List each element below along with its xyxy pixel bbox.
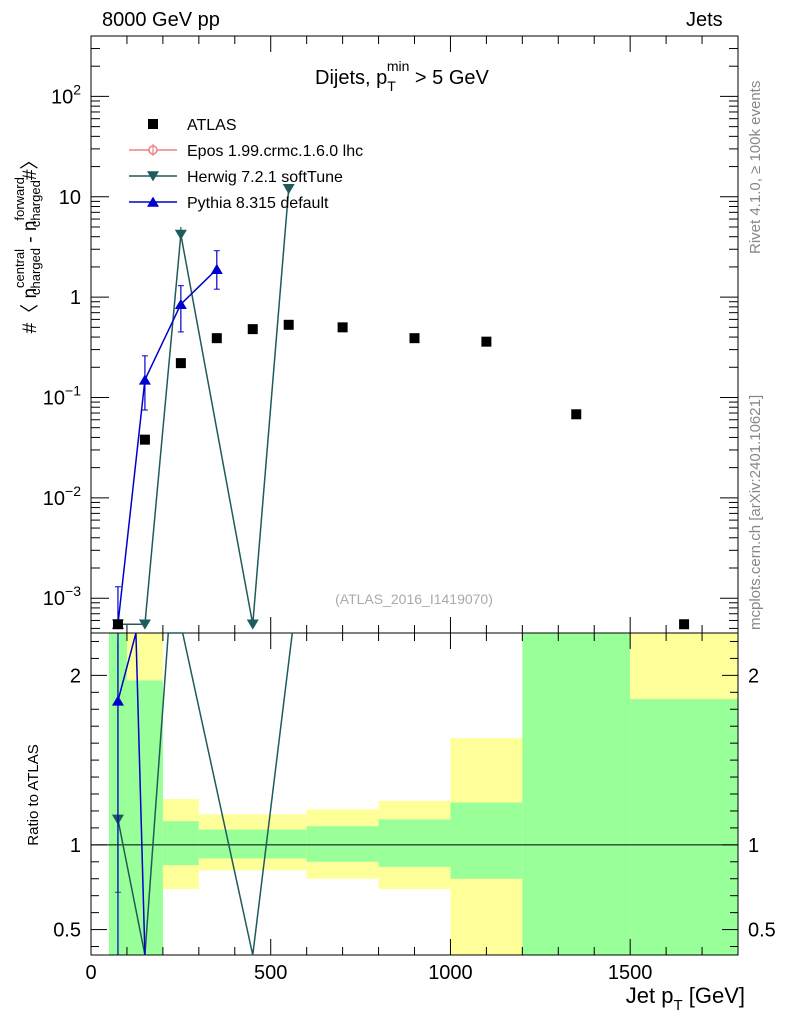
- ratio-bands: [108, 633, 738, 955]
- y-tick-label: 10: [59, 187, 81, 209]
- y-tick-label: 10−3: [43, 583, 81, 610]
- herwig-line: [117, 188, 290, 626]
- x-tick-label: 1000: [428, 962, 473, 984]
- atlas-point: [283, 319, 294, 330]
- ratio-tick-label-right: 1: [748, 835, 759, 857]
- y-label-part-3: charged: [28, 248, 43, 295]
- atlas-point: [139, 434, 150, 445]
- y-tick-label-base: 10: [43, 387, 65, 409]
- band-green-7: [522, 633, 631, 955]
- band-green-1: [126, 680, 163, 955]
- legend-label: Pythia 8.315 default: [187, 195, 329, 212]
- y-label-part-6: charged: [28, 180, 43, 227]
- chart-title-main: Dijets, p: [315, 67, 387, 89]
- herwig-point: [174, 229, 187, 240]
- y-tick-label-base: 1: [70, 287, 81, 309]
- header-right: Jets: [686, 9, 723, 31]
- y-tick-label-base: 10: [59, 187, 81, 209]
- y-label-part-4: - n: [20, 221, 41, 248]
- pythia-line: [117, 268, 218, 625]
- x-tick-label: 1500: [608, 962, 653, 984]
- band-green-3: [198, 829, 307, 859]
- band-green-6: [450, 802, 523, 879]
- pythia-point: [138, 374, 151, 385]
- legend-label: Epos 1.99.crmc.1.6.0 lhc: [187, 143, 363, 160]
- atlas-point: [112, 619, 123, 630]
- atlas-point: [337, 322, 348, 333]
- y-label-part-5: forward: [12, 177, 27, 220]
- atlas-point: [175, 358, 186, 369]
- band-green-2: [162, 821, 199, 866]
- herwig-point: [282, 184, 295, 195]
- ratio-tick-label-left: 2: [70, 665, 81, 687]
- data-series: [111, 184, 690, 956]
- y-tick-label: 102: [51, 81, 81, 108]
- y-tick-label-base: 10: [43, 588, 65, 610]
- y-tick-label: 10−1: [43, 382, 81, 409]
- y-tick-label: 10−2: [43, 483, 81, 510]
- header-left: 8000 GeV pp: [102, 9, 220, 31]
- atlas-point: [679, 619, 690, 630]
- chart-title: Dijets, pTmin > 5 GeV: [315, 58, 490, 94]
- atlas-point: [247, 324, 258, 335]
- pythia-point: [174, 298, 187, 310]
- y-label-part-1: #〈 n: [19, 288, 41, 333]
- legend-label: Herwig 7.2.1 softTune: [187, 169, 343, 186]
- legend-marker-pythia: [147, 196, 159, 207]
- legend-marker-atlas: [148, 119, 158, 129]
- atlas-point: [571, 409, 582, 420]
- x-axis-label-tail: [GeV]: [683, 983, 745, 1008]
- y-tick-label-base: 10: [43, 488, 65, 510]
- watermark: (ATLAS_2016_I1419070): [335, 591, 493, 607]
- band-green-4: [306, 826, 379, 862]
- herwig-point: [246, 619, 259, 630]
- atlas-point: [211, 333, 222, 344]
- atlas-point: [409, 333, 420, 344]
- ratio-tick-label-right: 2: [748, 665, 759, 687]
- y-tick-label-exp: 2: [73, 81, 81, 97]
- y-label-part-2: central: [12, 249, 27, 288]
- y-label-part-7: #〉: [19, 151, 41, 181]
- y-tick-label-exp: −1: [65, 382, 81, 398]
- chart-title-sub: T: [387, 78, 396, 94]
- x-axis-label-main: Jet p: [626, 983, 674, 1008]
- x-tick-label: 500: [254, 962, 287, 984]
- pythia-ratio-line: [117, 632, 146, 956]
- band-green-8: [630, 699, 738, 955]
- chart-title-tail: > 5 GeV: [409, 67, 489, 89]
- ratio-tick-label-left: 1: [70, 835, 81, 857]
- x-axis-label-sub: T: [673, 997, 682, 1014]
- ratio-tick-label-left: 0.5: [53, 920, 81, 942]
- chart-title-sup: min: [387, 58, 410, 74]
- herwig-point: [138, 619, 151, 630]
- atlas-point: [481, 336, 492, 347]
- ratio-tick-label-right: 0.5: [748, 920, 776, 942]
- pythia-ratio-point: [111, 695, 124, 706]
- ratio-axis-label: Ratio to ATLAS: [25, 744, 42, 845]
- legend: ATLAS Epos 1.99.crmc.1.6.0 lhc Herwig 7.2.…: [129, 117, 363, 212]
- y-tick-label-exp: −3: [65, 583, 81, 599]
- y-axis-label: #〈 ncentralcharged - nforwardcharged#〉: [12, 151, 43, 334]
- legend-marker-herwig: [147, 171, 159, 182]
- herwig-ratio-line: [117, 632, 294, 956]
- legend-label: ATLAS: [187, 117, 237, 134]
- pythia-point: [210, 263, 223, 274]
- y-tick-label: 1: [70, 287, 81, 309]
- y-tick-label-exp: −2: [65, 483, 81, 499]
- x-axis-label: Jet pT [GeV]: [626, 983, 745, 1014]
- x-tick-label: 0: [85, 962, 96, 984]
- y-tick-label-base: 10: [51, 86, 73, 108]
- band-green-5: [378, 819, 451, 867]
